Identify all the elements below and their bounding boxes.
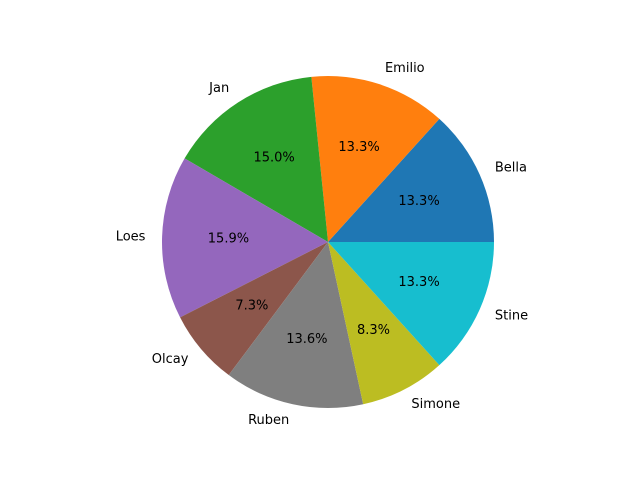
slice-label-stine: Stine — [495, 309, 528, 324]
percent-label-loes: 15.9% — [208, 232, 249, 247]
slice-label-emilio: Emilio — [385, 61, 425, 76]
percent-label-olcay: 7.3% — [235, 299, 268, 314]
percent-label-stine: 13.3% — [398, 275, 439, 290]
slice-label-olcay: Olcay — [152, 352, 189, 367]
pie-slice-ruben — [228, 242, 364, 408]
pie-slice-jan — [184, 76, 328, 242]
slice-label-loes: Loes — [116, 229, 146, 244]
percent-label-emilio: 13.3% — [338, 140, 379, 155]
pie-slices — [161, 76, 494, 408]
percent-label-jan: 15.0% — [253, 151, 294, 166]
slice-label-simone: Simone — [411, 397, 460, 412]
pie-slice-simone — [328, 242, 440, 405]
pie-labels: Bella 13.3% Emilio 13.3% Jan 15.0% Loes 15.9% Ol… — [116, 61, 528, 428]
slice-label-jan: Jan — [208, 81, 229, 96]
slice-label-ruben: Ruben — [248, 413, 289, 428]
pie-slice-bella — [328, 118, 494, 242]
percent-label-simone: 8.3% — [357, 323, 390, 338]
percent-label-ruben: 13.6% — [286, 332, 327, 347]
pie-slice-stine — [328, 242, 494, 366]
pie-slice-loes — [161, 158, 328, 318]
slice-label-bella: Bella — [495, 160, 527, 175]
percent-label-bella: 13.3% — [398, 194, 439, 209]
pie-slice-emilio — [311, 76, 440, 243]
pie-slice-olcay — [180, 242, 328, 376]
